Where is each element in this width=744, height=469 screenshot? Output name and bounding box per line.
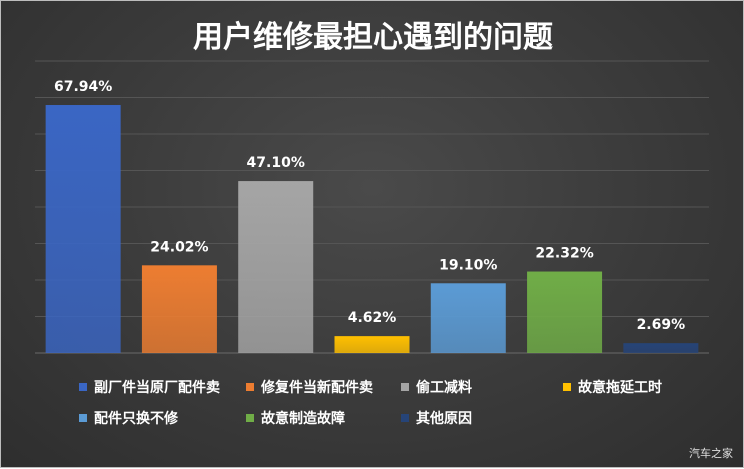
legend-item-3: 偷工减料 xyxy=(401,377,472,397)
legend-swatch xyxy=(246,383,254,391)
legend-swatch xyxy=(563,383,571,391)
legend-label: 故意拖延工时 xyxy=(578,380,662,396)
legend-swatch xyxy=(246,414,254,422)
legend-item-4: 故意拖延工时 xyxy=(563,377,662,397)
bar-3 xyxy=(238,181,314,353)
legend-item-6: 故意制造故障 xyxy=(246,408,345,428)
legend-label: 其他原因 xyxy=(416,411,472,427)
legend-label: 副厂件当原厂配件卖 xyxy=(94,380,220,396)
legend-label: 故意制造故障 xyxy=(261,411,345,427)
bar-5 xyxy=(430,283,506,353)
legend-item-5: 配件只换不修 xyxy=(79,408,178,428)
legend-swatch xyxy=(79,414,87,422)
legend-label: 偷工减料 xyxy=(416,380,472,396)
legend-item-1: 副厂件当原厂配件卖 xyxy=(79,377,220,397)
data-label-6: 22.32% xyxy=(535,246,593,262)
bar-4 xyxy=(334,336,410,353)
data-labels: 67.94% 24.02% 47.10% 4.62% 19.10% 22.32% 2.69% xyxy=(54,79,685,333)
bar-6 xyxy=(527,271,603,353)
data-label-1: 67.94% xyxy=(54,79,112,95)
legend-label: 配件只换不修 xyxy=(94,411,178,427)
bar-2 xyxy=(141,265,217,353)
bars xyxy=(45,105,699,353)
legend-label: 修复件当新配件卖 xyxy=(261,380,373,396)
data-label-7: 2.69% xyxy=(637,317,686,333)
legend-swatch xyxy=(79,383,87,391)
watermark-text: 汽车之家 xyxy=(689,447,733,460)
legend-item-2: 修复件当新配件卖 xyxy=(246,377,373,397)
legend-swatch xyxy=(401,414,409,422)
bar-7 xyxy=(623,343,699,353)
legend-item-7: 其他原因 xyxy=(401,408,472,428)
data-label-5: 19.10% xyxy=(439,257,497,273)
bar-1 xyxy=(45,105,121,353)
legend-swatch xyxy=(401,383,409,391)
data-label-2: 24.02% xyxy=(150,239,208,255)
data-label-3: 47.10% xyxy=(247,155,305,171)
data-label-4: 4.62% xyxy=(348,310,397,326)
chart-title: 用户维修最担心遇到的问题 xyxy=(193,20,553,55)
